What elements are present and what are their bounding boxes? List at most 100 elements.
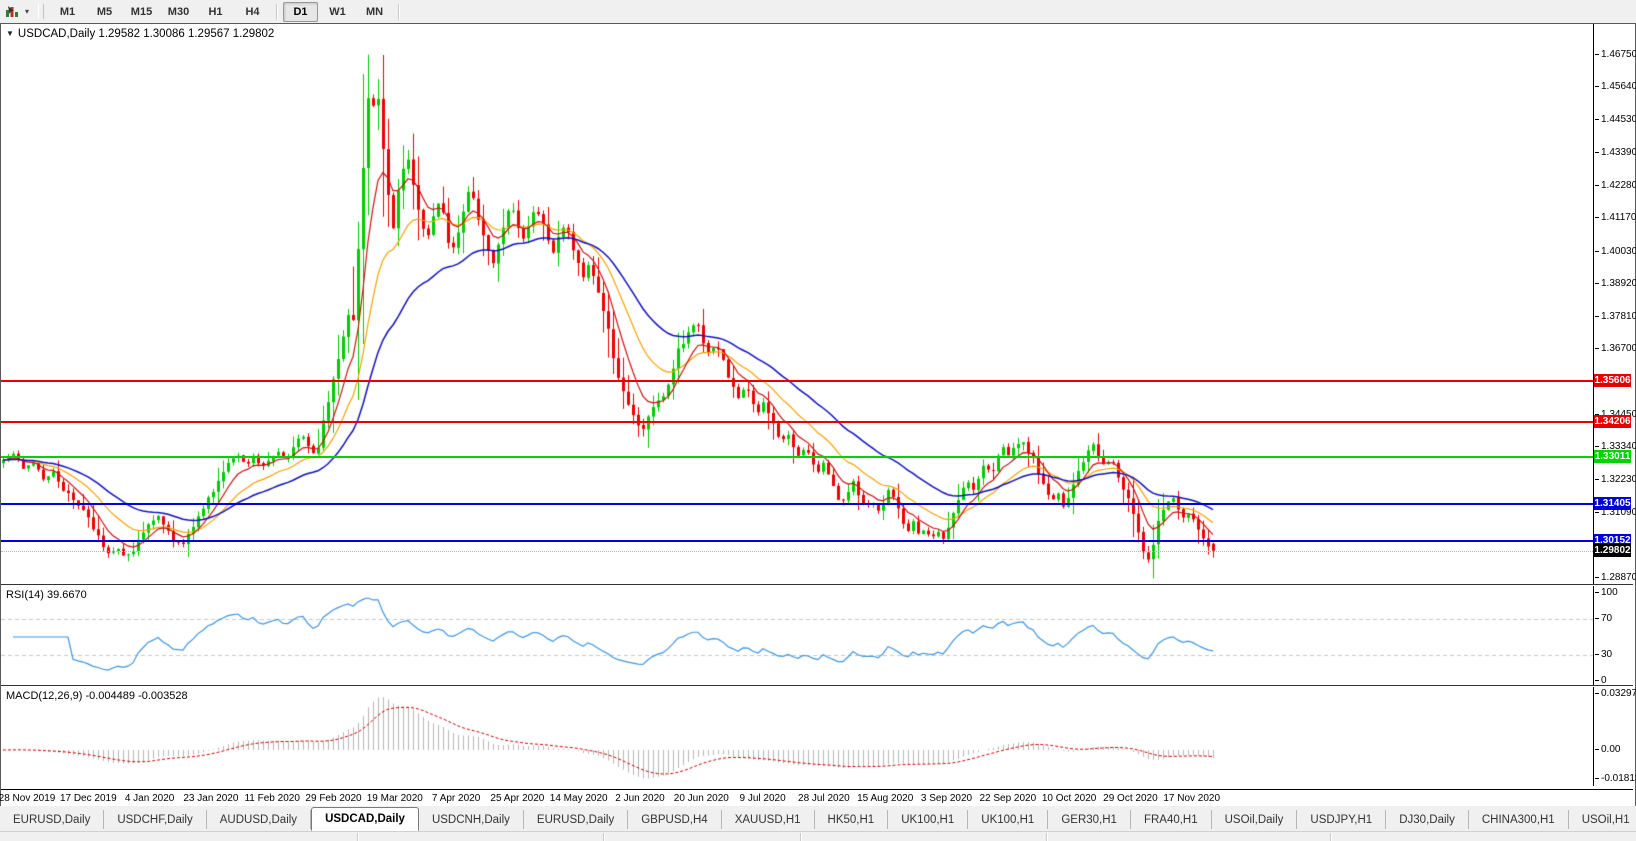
chart-tab-china300-h1[interactable]: CHINA300,H1 bbox=[1469, 810, 1569, 829]
statusbar-separator bbox=[1330, 833, 1331, 841]
chart-tab-usoil-h1[interactable]: USOil,H1 bbox=[1569, 810, 1636, 829]
collapse-arrow-icon[interactable]: ▼ bbox=[6, 29, 14, 38]
date-tick: 11 Feb 2020 bbox=[244, 793, 300, 804]
price-tick: 1.40030 bbox=[1595, 246, 1636, 258]
price-tick: 1.46750 bbox=[1595, 49, 1636, 61]
macd-canvas[interactable] bbox=[1, 687, 1593, 786]
chart-tab-usdjpy-h1[interactable]: USDJPY,H1 bbox=[1297, 810, 1387, 829]
price-level-badge: 1.31405 bbox=[1594, 497, 1631, 511]
date-tick: 22 Sep 2020 bbox=[979, 793, 1037, 804]
price-level-line-1.33011[interactable] bbox=[1, 455, 1593, 458]
date-tick: 9 Jul 2020 bbox=[739, 793, 786, 804]
date-tick: 28 Jul 2020 bbox=[798, 793, 850, 804]
timeframe-button-mn[interactable]: MN bbox=[365, 5, 384, 18]
price-tick: 1.41170 bbox=[1595, 212, 1636, 224]
price-level-line-1.35606[interactable] bbox=[1, 379, 1593, 382]
chart-tab-xauusd-h1[interactable]: XAUUSD,H1 bbox=[722, 810, 815, 829]
macd-tick: -0.018154 bbox=[1595, 773, 1636, 785]
date-axis[interactable]: 28 Nov 2019 17 Dec 2019 4 Jan 2020 23 Jan 2… bbox=[0, 789, 1633, 807]
toolbar-separator bbox=[276, 3, 277, 20]
rsi-tick: 70 bbox=[1595, 613, 1612, 625]
timeframe-button-m30[interactable]: M30 bbox=[167, 5, 190, 18]
statusbar-separator bbox=[1046, 833, 1047, 841]
price-tick: 1.36700 bbox=[1595, 343, 1636, 355]
rsi-plot-area[interactable]: RSI(14) 39.6670 bbox=[1, 586, 1594, 685]
price-tick: 1.31090 bbox=[1595, 507, 1636, 519]
current-price-line bbox=[1, 550, 1593, 552]
date-tick: 14 May 2020 bbox=[549, 793, 608, 804]
chart-tab-uk100-h1[interactable]: UK100,H1 bbox=[888, 810, 969, 829]
price-tick: 1.44530 bbox=[1595, 114, 1636, 126]
price-level-line-1.31405[interactable] bbox=[1, 502, 1593, 505]
statusbar-separator bbox=[603, 833, 604, 841]
price-plot-area[interactable]: ▼ USDCAD,Daily 1.29582 1.30086 1.29567 1.… bbox=[1, 24, 1594, 584]
chart-tab-audusd-daily[interactable]: AUDUSD,Daily bbox=[207, 810, 312, 829]
price-level-badge: 1.34206 bbox=[1594, 415, 1631, 429]
chart-tab-hk50-h1[interactable]: HK50,H1 bbox=[815, 810, 889, 829]
chart-title: ▼ USDCAD,Daily 1.29582 1.30086 1.29567 1.… bbox=[6, 28, 274, 40]
chart-tab-eurusd-daily[interactable]: EURUSD,Daily bbox=[524, 810, 629, 829]
timeframe-button-m1[interactable]: M1 bbox=[59, 5, 76, 18]
chart-tab-eurusd-daily[interactable]: EURUSD,Daily bbox=[0, 810, 105, 829]
charts-toolbar-icon[interactable] bbox=[3, 4, 21, 20]
chart-window: ▼ USDCAD,Daily 1.29582 1.30086 1.29567 1.… bbox=[0, 23, 1636, 808]
date-tick: 19 Mar 2020 bbox=[366, 793, 423, 804]
status-bar bbox=[0, 831, 1636, 841]
macd-tick: 0.00 bbox=[1595, 744, 1620, 756]
timeframe-button-h4[interactable]: H4 bbox=[245, 5, 260, 18]
chart-tab-bar: EURUSD,Daily USDCHF,Daily AUDUSD,Daily USDC… bbox=[0, 806, 1636, 831]
chart-tab-usdcad-daily[interactable]: USDCAD,Daily bbox=[311, 807, 419, 831]
timeframe-button-d1[interactable]: D1 bbox=[283, 1, 318, 22]
candlestick-canvas[interactable] bbox=[1, 24, 1593, 584]
macd-panel: MACD(12,26,9) -0.004489 -0.003528 0.0329… bbox=[1, 687, 1636, 786]
price-level-badge: 1.30152 bbox=[1594, 534, 1631, 547]
rsi-tick: 100 bbox=[1595, 587, 1618, 599]
timeframe-button-h1[interactable]: H1 bbox=[208, 5, 223, 18]
chart-tab-dj30-daily[interactable]: DJ30,Daily bbox=[1386, 810, 1469, 829]
chart-tab-ger30-h1[interactable]: GER30,H1 bbox=[1048, 810, 1131, 829]
price-tick: 1.28870 bbox=[1595, 572, 1636, 584]
date-tick: 2 Jun 2020 bbox=[615, 793, 665, 804]
date-tick: 28 Nov 2019 bbox=[0, 793, 56, 804]
price-level-line-1.30152[interactable] bbox=[1, 539, 1593, 542]
rsi-tick: 0 bbox=[1595, 675, 1607, 687]
macd-plot-area[interactable]: MACD(12,26,9) -0.004489 -0.003528 bbox=[1, 687, 1594, 786]
chart-tab-usdchf-daily[interactable]: USDCHF,Daily bbox=[104, 810, 207, 829]
current-price-badge: 1.29802 bbox=[1594, 544, 1631, 558]
rsi-axis[interactable]: 100 70 30 0 bbox=[1594, 586, 1633, 687]
price-tick: 1.34450 bbox=[1595, 409, 1636, 421]
statusbar-separator bbox=[357, 833, 358, 841]
date-tick: 29 Oct 2020 bbox=[1103, 793, 1158, 804]
date-tick: 29 Feb 2020 bbox=[305, 793, 362, 804]
statusbar-separator bbox=[800, 833, 801, 841]
price-level-badge: 1.35606 bbox=[1594, 374, 1631, 388]
rsi-label: RSI(14) 39.6670 bbox=[6, 589, 87, 601]
timeframe-group-intraday: M1 M5 M15 M30 H1 H4 bbox=[49, 2, 271, 22]
date-tick: 17 Dec 2019 bbox=[59, 793, 117, 804]
toolbar-dropdown-arrow-icon[interactable]: ▾ bbox=[24, 7, 29, 16]
timeframe-button-m5[interactable]: M5 bbox=[96, 5, 113, 18]
chart-tab-fra40-h1[interactable]: FRA40,H1 bbox=[1131, 810, 1212, 829]
price-level-line-1.34206[interactable] bbox=[1, 420, 1593, 423]
macd-axis[interactable]: 0.032972 0.00 -0.018154 bbox=[1594, 687, 1636, 786]
toolbar-grip[interactable] bbox=[38, 4, 44, 19]
price-tick: 1.38920 bbox=[1595, 278, 1636, 290]
price-tick: 1.43390 bbox=[1595, 147, 1636, 159]
chart-tab-usdcnh-daily[interactable]: USDCNH,Daily bbox=[419, 810, 524, 829]
price-axis[interactable]: 1.46750 1.45640 1.44530 1.43390 1.42280 1.411… bbox=[1594, 24, 1636, 584]
price-tick: 1.45640 bbox=[1595, 81, 1636, 93]
chart-tab-usoil-daily[interactable]: USOil,Daily bbox=[1212, 810, 1298, 829]
date-tick: 17 Nov 2020 bbox=[1163, 793, 1221, 804]
top-toolbar: ▾ M1 M5 M15 M30 H1 H4 D1 W1 MN bbox=[0, 0, 1636, 24]
chart-title-text: USDCAD,Daily 1.29582 1.30086 1.29567 1.2… bbox=[17, 28, 275, 40]
chart-tab-gbpusd-h4[interactable]: GBPUSD,H4 bbox=[628, 810, 722, 829]
date-tick: 3 Sep 2020 bbox=[920, 793, 973, 804]
chart-tab-uk100-h1[interactable]: UK100,H1 bbox=[968, 810, 1049, 829]
date-tick: 10 Oct 2020 bbox=[1041, 793, 1097, 804]
timeframe-button-w1[interactable]: W1 bbox=[329, 5, 346, 18]
rsi-canvas[interactable] bbox=[1, 586, 1593, 685]
price-tick: 1.33340 bbox=[1595, 441, 1636, 453]
macd-tick: 0.032972 bbox=[1595, 688, 1636, 700]
date-tick: 25 Apr 2020 bbox=[490, 793, 545, 804]
timeframe-button-m15[interactable]: M15 bbox=[130, 5, 153, 18]
